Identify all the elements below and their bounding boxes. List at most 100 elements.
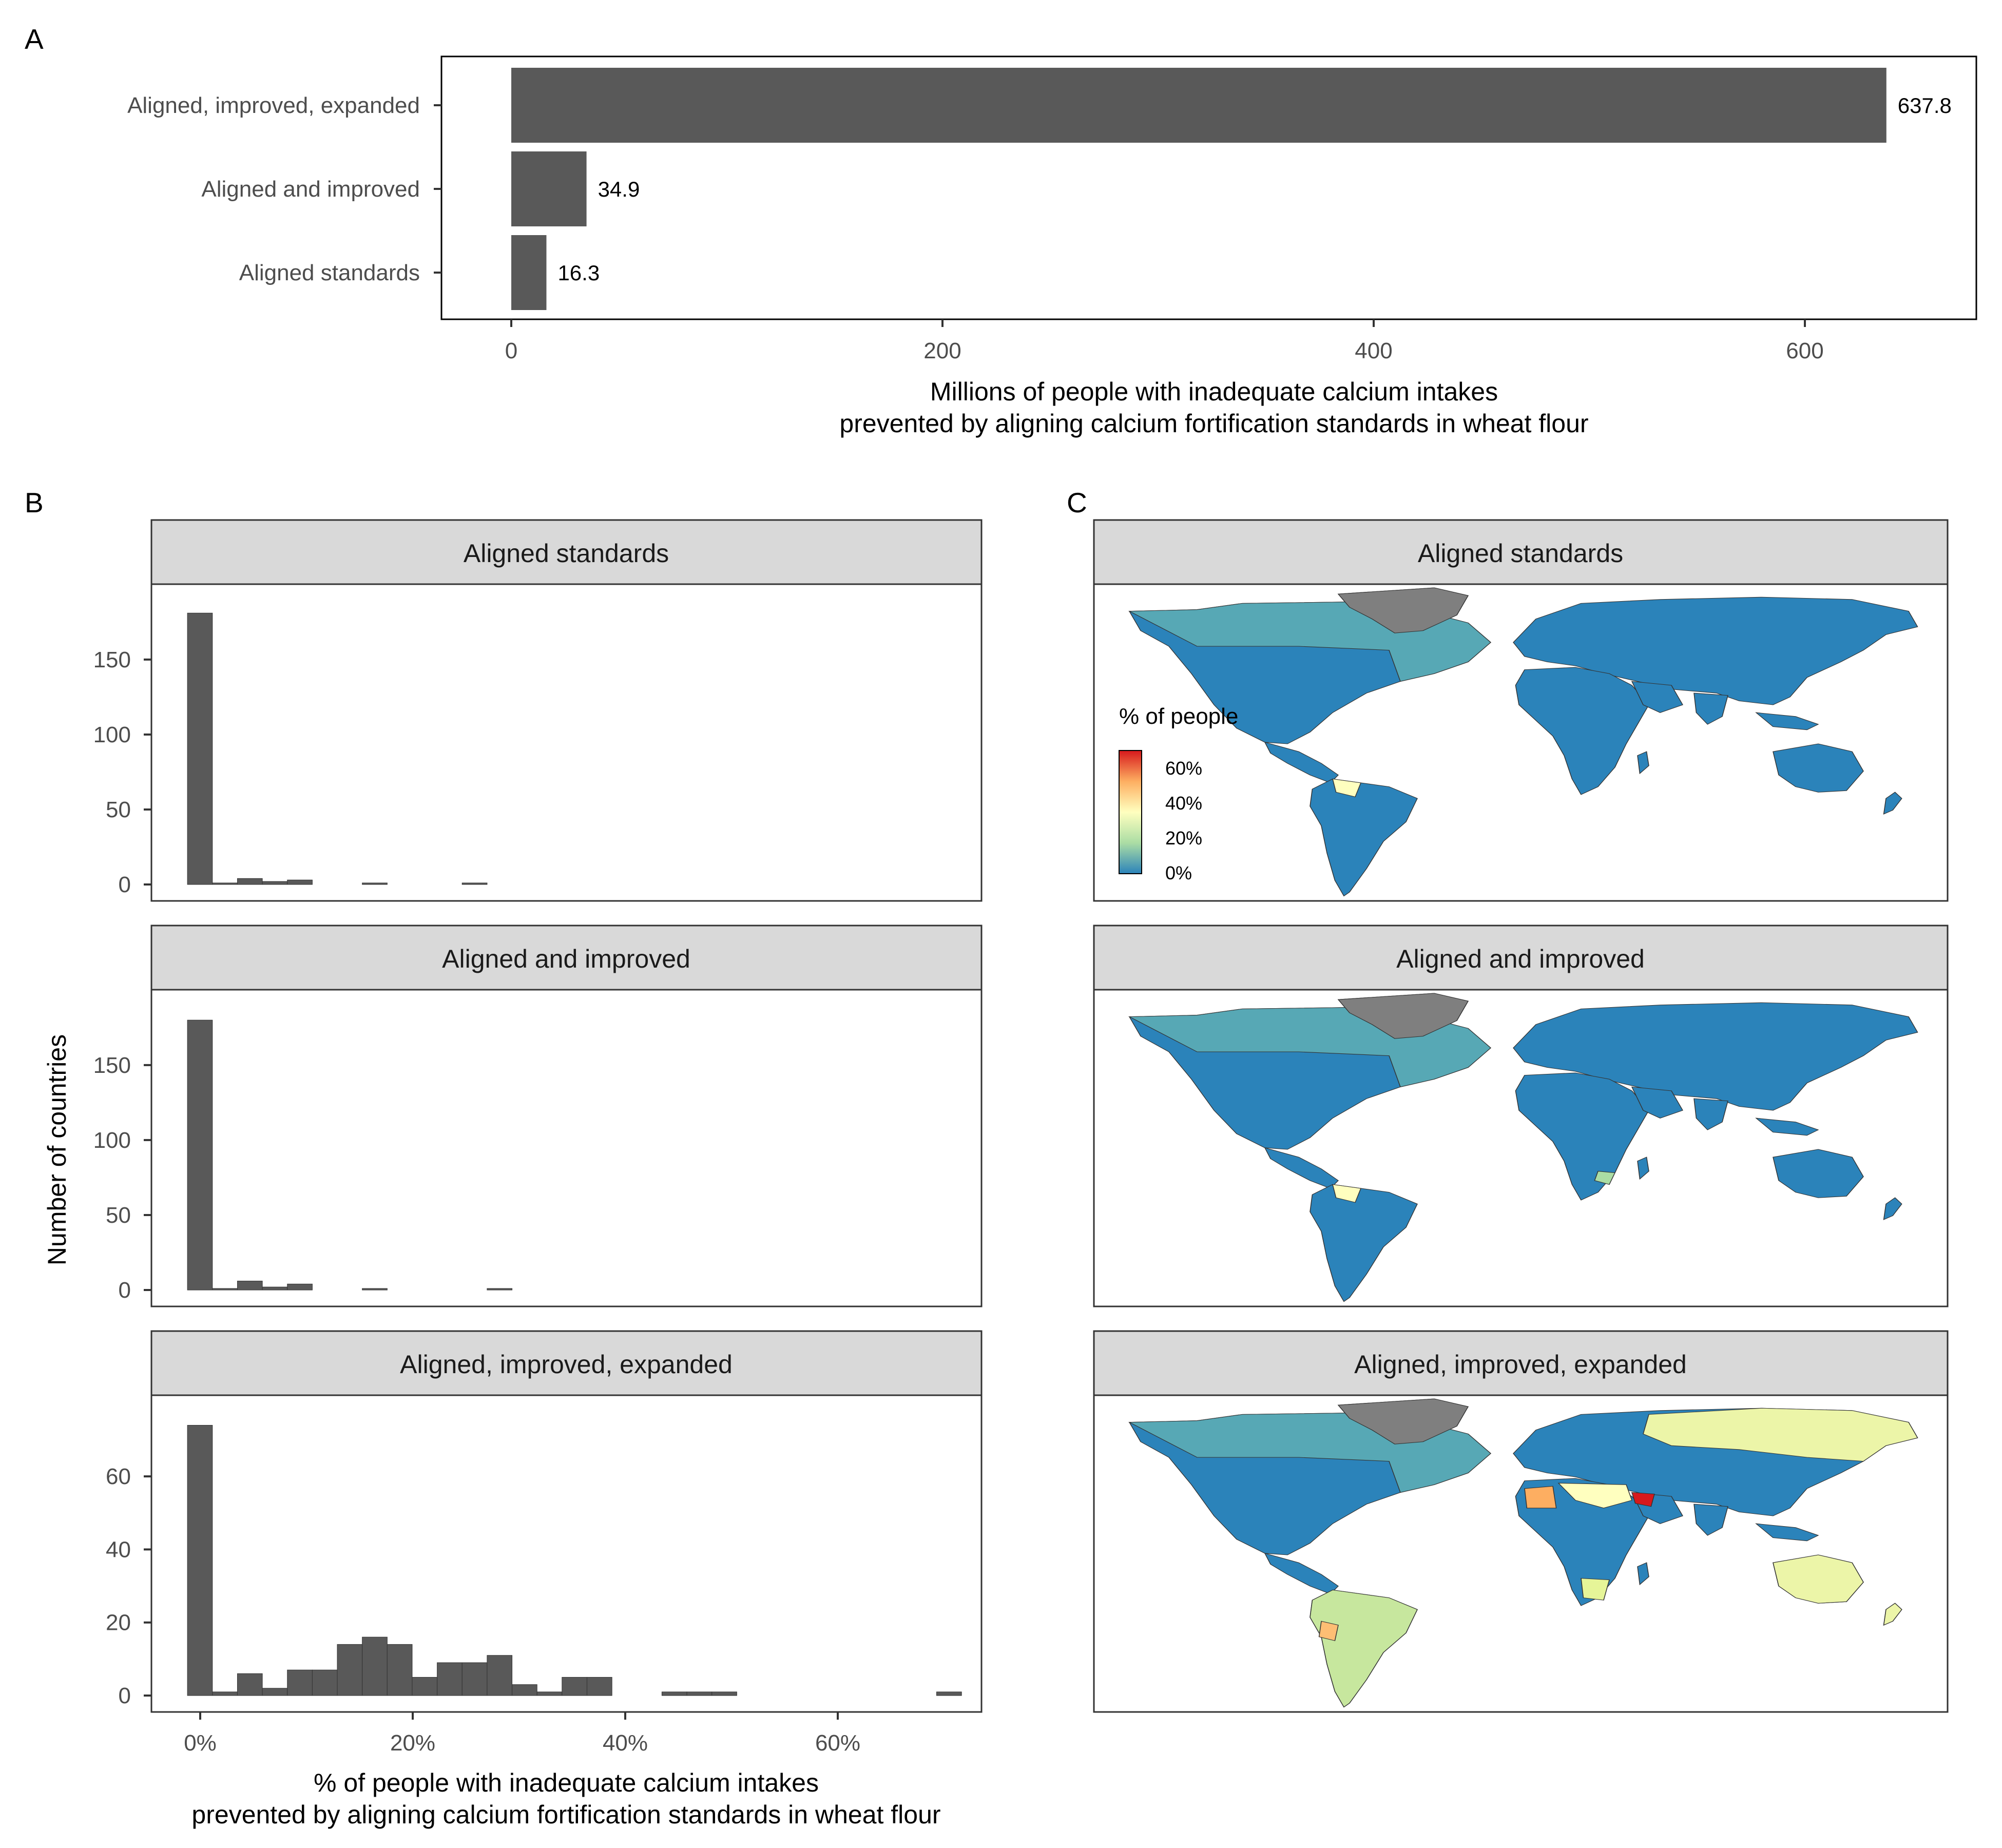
panel-a-xlabel-line-2: prevented by aligning calcium fortificat…	[839, 409, 1588, 438]
panel-b-ytick-label: 0	[119, 872, 131, 897]
panel-b-histogram-bar	[536, 1691, 563, 1696]
panel-b-histogram-bar	[312, 1669, 338, 1696]
panel-c-strip-1-text: Aligned standards	[1418, 539, 1623, 568]
legend-tick-20: 20%	[1165, 827, 1202, 849]
southern-africa-region	[1594, 1170, 1616, 1185]
panel-b-histogram-bar	[362, 1637, 388, 1696]
panel-c-strip-1	[1093, 519, 1949, 585]
southern-africa-region	[1581, 1578, 1610, 1601]
panel-a-xtick-label: 200	[923, 338, 961, 363]
panel-b-histogram-bar	[487, 1288, 513, 1291]
panel-b-strip-3	[150, 1330, 983, 1396]
panel-b-histogram-bar	[461, 1662, 488, 1696]
panel-b-histogram-bar	[262, 1286, 288, 1291]
panel-b-histogram-bar	[461, 882, 488, 885]
panel-b-histogram-bar	[936, 1691, 962, 1696]
panel-b-histogram-bar	[362, 1288, 388, 1291]
panel-b-facet-3-frame	[150, 1394, 983, 1713]
middle-east-region	[1557, 1483, 1632, 1509]
panel-a-xtick-label: 600	[1786, 338, 1823, 363]
panel-b-histogram-bar	[512, 1684, 537, 1696]
panel-a-xlabel-line-1: Millions of people with inadequate calci…	[930, 377, 1498, 406]
panel-b-xtick-label: 0%	[184, 1730, 217, 1756]
australia-region	[1773, 1554, 1864, 1604]
panel-b-strip-3-text: Aligned, improved, expanded	[400, 1350, 733, 1379]
iraq-region	[1631, 1492, 1655, 1507]
panel-c-legend: % of people 0% 20% 40% 60%	[1119, 704, 1238, 883]
panel-b-histogram-bar	[237, 1673, 263, 1696]
panel-b-facet-2-frame	[150, 989, 983, 1307]
panel-c-map-1	[1128, 587, 1918, 897]
panel-b-ytick-label: 40	[106, 1537, 131, 1562]
panel-c-map-3	[1128, 1398, 1918, 1708]
legend-colorbar	[1119, 750, 1142, 874]
panel-b-histogram-bar	[387, 1644, 413, 1696]
panel-b-histogram-bar	[237, 1280, 263, 1291]
panel-b-ylabel: Number of countries	[43, 1034, 71, 1265]
panel-b-ytick-label: 60	[106, 1464, 131, 1489]
panel-b-histogram-bar	[711, 1691, 737, 1696]
panel-b-xtick-label: 40%	[603, 1730, 648, 1756]
panel-b-strip-2-text: Aligned and improved	[442, 945, 690, 973]
panel-b-histogram-bar	[562, 1677, 587, 1696]
panel-a-bar	[511, 68, 1886, 143]
panel-b-histogram-bar	[237, 878, 263, 885]
south-america-region	[1310, 1589, 1418, 1708]
panel-b-histogram-bar	[287, 1283, 313, 1291]
panel-b-ytick-label: 0	[119, 1683, 131, 1708]
panel-b-xlabel-line-2: prevented by aligning calcium fortificat…	[191, 1800, 940, 1829]
panel-c-map-2	[1128, 992, 1918, 1302]
panel-a-bar	[511, 235, 547, 310]
panel-a-bar-value-label: 16.3	[557, 261, 600, 285]
panel-b-ytick-label: 20	[106, 1610, 131, 1635]
panel-a-category-label: Aligned standards	[239, 260, 420, 285]
panel-b-histogram-bar	[487, 1655, 513, 1696]
panel-b-histogram-bar	[212, 1288, 238, 1291]
panel-c-maps: Aligned standards % of people 0% 20% 40%…	[1093, 519, 1949, 1713]
panel-a-category-label: Aligned, improved, expanded	[127, 93, 420, 118]
panel-b-histograms: Aligned standards 0 50 100 150 Aligned and …	[43, 519, 983, 1829]
greenland-region	[1337, 1398, 1469, 1445]
panel-b-strip-1-text: Aligned standards	[464, 539, 669, 568]
new-zealand-region	[1883, 1603, 1902, 1626]
panel-b-label: B	[25, 487, 44, 518]
panel-b-ytick-label: 0	[119, 1278, 131, 1303]
panel-b-histogram-bar	[287, 1669, 313, 1696]
panel-c-strip-2	[1093, 925, 1949, 991]
panel-a-label: A	[25, 23, 44, 55]
greenland-region	[1337, 993, 1469, 1039]
panel-b-strip-2	[150, 925, 983, 991]
panel-b-histogram-bar	[287, 879, 313, 885]
panel-a-category-label: Aligned and improved	[201, 177, 420, 202]
colombia-region	[1332, 1184, 1361, 1203]
greenland-region	[1337, 587, 1469, 633]
panel-a-bar-value-label: 637.8	[1898, 93, 1952, 118]
panel-b-histogram-bar	[362, 882, 388, 885]
panel-b-ytick-label: 150	[93, 647, 131, 672]
legend-title: % of people	[1119, 704, 1238, 729]
legend-tick-40: 40%	[1165, 793, 1202, 814]
colombia-region	[1332, 778, 1361, 798]
panel-b-histogram-bar	[187, 1019, 213, 1291]
panel-b-histogram-bar	[586, 1677, 612, 1696]
panel-b-histogram-bar	[686, 1691, 713, 1696]
panel-a-bar-chart: 637.8 34.9 16.3 Aligned, improved, expande…	[127, 55, 1977, 438]
panel-c-strip-3	[1093, 1330, 1949, 1396]
panel-b-histogram-bar	[262, 881, 288, 885]
panel-b-xtick-label: 20%	[390, 1730, 435, 1756]
panel-b-histogram-bar	[212, 882, 238, 885]
legend-tick-0: 0%	[1165, 862, 1192, 883]
panel-b-histogram-bar	[187, 612, 213, 885]
panel-b-ytick-label: 100	[93, 722, 131, 747]
panel-c-strip-3-text: Aligned, improved, expanded	[1354, 1350, 1687, 1379]
panel-b-histogram-bar	[212, 1691, 238, 1696]
panel-b-histogram-bar	[437, 1662, 463, 1696]
panel-c-strip-2-text: Aligned and improved	[1396, 945, 1645, 973]
panel-b-xtick-label: 60%	[815, 1730, 860, 1756]
panel-c-label: C	[1067, 487, 1087, 518]
panel-b-ytick-label: 150	[93, 1053, 131, 1078]
panel-a-bar-value-label: 34.9	[598, 177, 640, 201]
north-africa-region	[1524, 1486, 1557, 1509]
panel-b-histogram-bar	[187, 1424, 213, 1696]
